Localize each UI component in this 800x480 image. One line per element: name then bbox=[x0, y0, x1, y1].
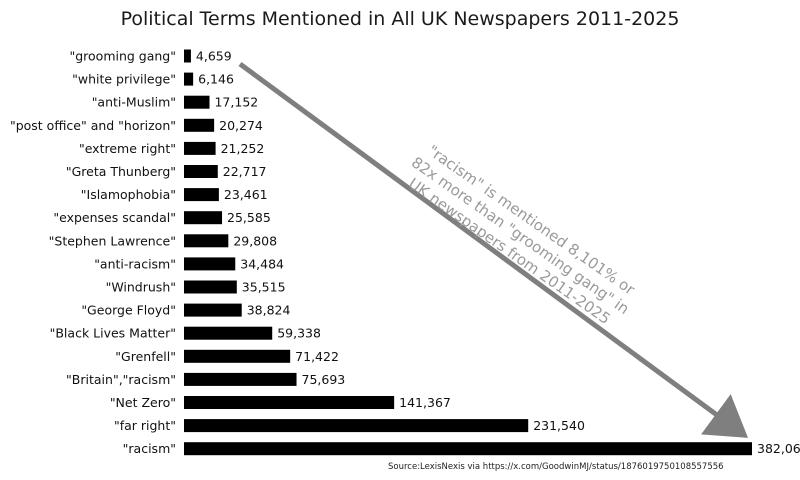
value-label: 25,585 bbox=[227, 210, 271, 225]
value-label: 21,252 bbox=[221, 141, 265, 156]
value-label: 382,069 bbox=[757, 441, 800, 456]
value-label: 22,717 bbox=[223, 164, 267, 179]
category-label: "white privilege" bbox=[72, 72, 176, 87]
category-label: "racism" bbox=[123, 441, 176, 456]
category-label: "Islamophobia" bbox=[81, 187, 176, 202]
value-label: 6,146 bbox=[198, 72, 234, 87]
category-label: "Britain","racism" bbox=[66, 372, 176, 387]
annotation-arrow bbox=[238, 61, 749, 438]
bar bbox=[184, 234, 229, 248]
category-label: "anti-racism" bbox=[94, 256, 176, 271]
category-label: "far right" bbox=[114, 418, 176, 433]
bar bbox=[184, 188, 219, 202]
category-label: "Black Lives Matter" bbox=[50, 326, 176, 341]
bar bbox=[184, 118, 215, 132]
bar bbox=[184, 349, 291, 363]
value-label: 35,515 bbox=[242, 280, 286, 295]
bar bbox=[184, 280, 237, 294]
bar bbox=[184, 303, 242, 317]
category-label: "Windrush" bbox=[106, 280, 176, 295]
category-label: "extreme right" bbox=[79, 141, 176, 156]
chart-title: Political Terms Mentioned in All UK News… bbox=[120, 8, 680, 30]
category-label: "George Floyd" bbox=[81, 303, 176, 318]
bar bbox=[184, 442, 752, 456]
category-label: "Net Zero" bbox=[110, 395, 176, 410]
source-note: Source:LexisNexis via https://x.com/Good… bbox=[388, 462, 724, 472]
bar bbox=[184, 72, 194, 86]
bar bbox=[184, 396, 395, 409]
category-label: "post office" and "horizon" bbox=[10, 118, 176, 133]
value-label: 20,274 bbox=[219, 118, 263, 133]
category-label: "expenses scandal" bbox=[53, 210, 176, 225]
value-label: 38,824 bbox=[247, 303, 291, 318]
value-label: 141,367 bbox=[399, 395, 451, 410]
bar bbox=[184, 49, 191, 63]
value-label: 34,484 bbox=[240, 256, 284, 271]
bar bbox=[184, 165, 218, 178]
category-label: "anti-Muslim" bbox=[92, 95, 176, 110]
value-label: 17,152 bbox=[214, 95, 258, 110]
value-label: 71,422 bbox=[295, 349, 339, 364]
category-label: "Grenfell" bbox=[115, 349, 176, 364]
category-label: "grooming gang" bbox=[69, 49, 176, 64]
value-label: 75,693 bbox=[302, 372, 346, 387]
bar bbox=[184, 419, 529, 433]
value-label: 23,461 bbox=[224, 187, 268, 202]
bar bbox=[184, 211, 223, 225]
value-label: 59,338 bbox=[277, 326, 321, 341]
bar bbox=[184, 95, 210, 109]
bar bbox=[184, 257, 236, 271]
bar bbox=[184, 141, 216, 155]
value-label: 231,540 bbox=[533, 418, 585, 433]
bar bbox=[184, 326, 273, 340]
value-label: 29,808 bbox=[233, 233, 277, 248]
bar bbox=[184, 372, 297, 386]
category-label: "Greta Thunberg" bbox=[66, 164, 176, 179]
category-label: "Stephen Lawrence" bbox=[49, 233, 176, 248]
value-label: 4,659 bbox=[196, 49, 232, 64]
